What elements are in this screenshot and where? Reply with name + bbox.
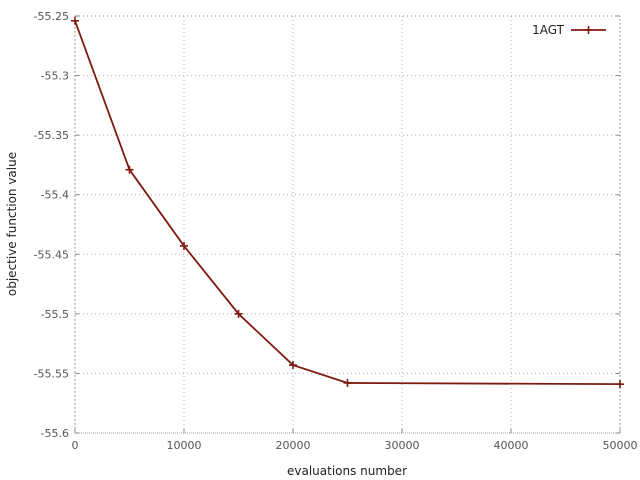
x-tick-label: 20000 xyxy=(276,439,311,452)
y-tick-label: -55.55 xyxy=(34,367,69,380)
x-tick-label: 50000 xyxy=(603,439,638,452)
y-tick-label: -55.5 xyxy=(41,308,69,321)
legend-label: 1AGT xyxy=(532,23,565,37)
x-tick-label: 0 xyxy=(72,439,79,452)
y-tick-label: -55.25 xyxy=(34,10,69,23)
grid xyxy=(74,15,621,434)
data-point-marker xyxy=(234,309,243,318)
x-axis-ticks: 0 10000 20000 30000 40000 50000 xyxy=(72,429,638,452)
y-tick-label: -55.4 xyxy=(41,189,69,202)
y-axis-label: objective function value xyxy=(5,152,19,296)
legend: 1AGT xyxy=(532,23,606,37)
series-layer xyxy=(71,16,624,389)
y-tick-label: -55.35 xyxy=(34,129,69,142)
y-tick-label: -55.6 xyxy=(41,427,69,440)
data-point-marker xyxy=(180,241,188,250)
y-tick-label: -55.45 xyxy=(34,248,69,261)
x-tick-label: 40000 xyxy=(494,439,529,452)
y-tick-label: -55.3 xyxy=(41,70,69,83)
y-axis-ticks: -55.25 -55.3 -55.35 -55.4 -55.45 -55.5 -55.55 -… xyxy=(34,10,620,440)
legend-marker-plus xyxy=(584,26,593,34)
data-point-marker xyxy=(289,361,297,370)
data-point-marker xyxy=(71,16,79,25)
x-axis-label: evaluations number xyxy=(287,464,407,478)
legend-marker xyxy=(584,26,593,34)
data-point-marker xyxy=(343,378,352,387)
data-point-marker xyxy=(125,165,134,174)
plot-frame xyxy=(74,15,621,434)
data-point-marker xyxy=(616,380,624,389)
x-tick-label: 10000 xyxy=(167,439,202,452)
x-tick-label: 30000 xyxy=(385,439,420,452)
